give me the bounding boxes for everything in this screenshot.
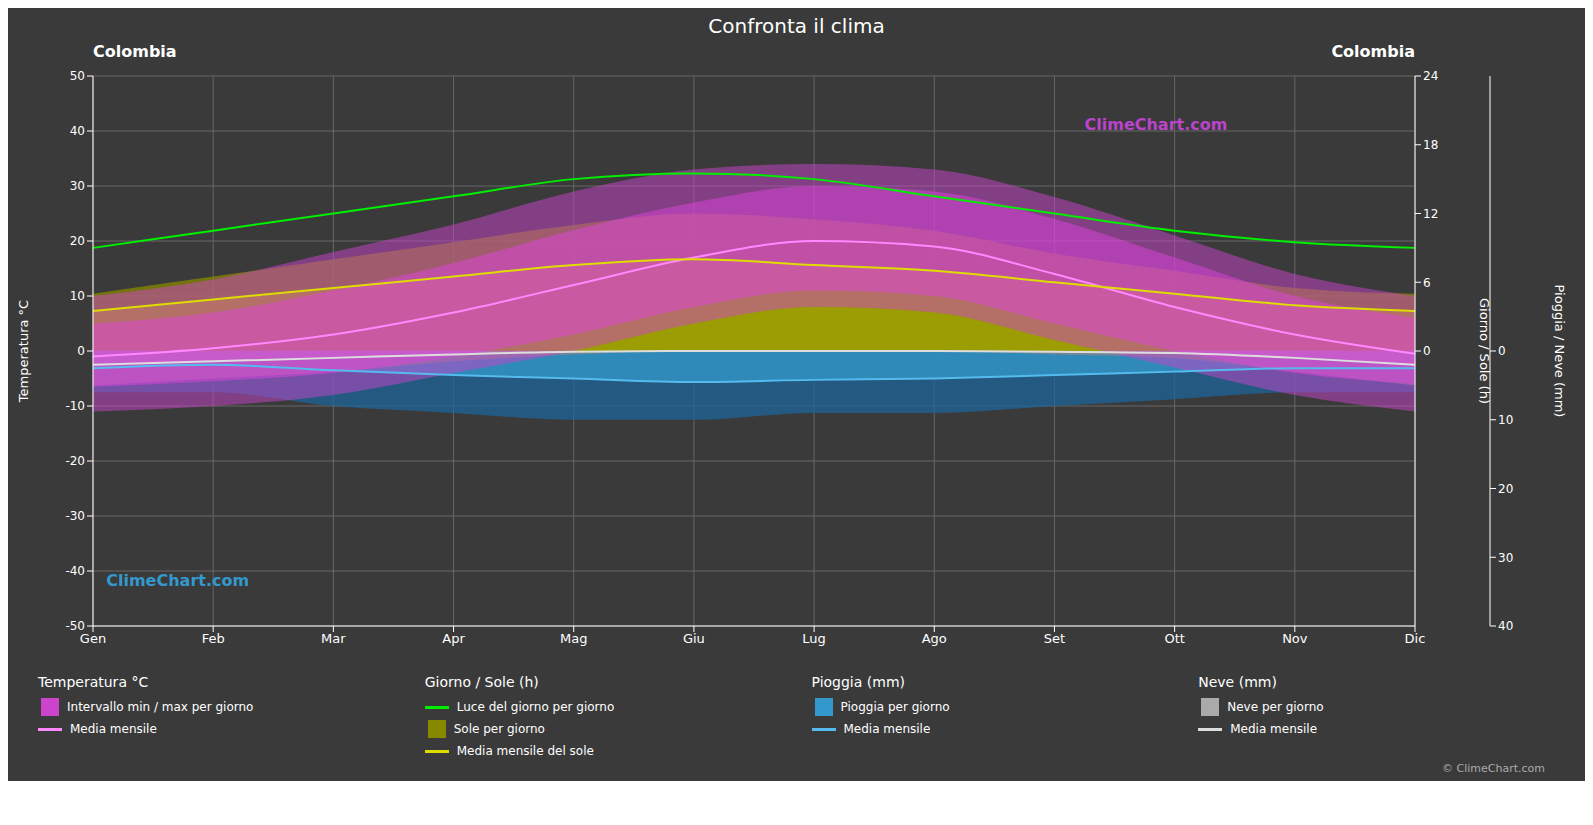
html-text:© ClimeChart.com: © ClimeChart.com [1442, 762, 1545, 775]
svg-text:20: 20 [70, 234, 85, 248]
svg-text:12: 12 [1423, 207, 1438, 221]
html-text:Temperatura °C: Temperatura °C [38, 674, 149, 690]
svg-text:Mar: Mar [321, 631, 346, 646]
html-text:Neve per giorno: Neve per giorno [1227, 700, 1324, 714]
svg-text:40: 40 [70, 124, 85, 138]
svg-text:Ago: Ago [922, 631, 947, 646]
svg-text:Gen: Gen [80, 631, 106, 646]
svg-text:Set: Set [1044, 631, 1065, 646]
html-text:Sole per giorno: Sole per giorno [453, 722, 545, 736]
svg-text:30: 30 [1498, 551, 1513, 565]
svg-text:0: 0 [1423, 344, 1431, 358]
svg-text:24: 24 [1423, 69, 1438, 83]
svg-text:Dic: Dic [1405, 631, 1426, 646]
svg-text:6: 6 [1423, 276, 1431, 290]
svg-text:Giorno / Sole (h): Giorno / Sole (h) [1477, 298, 1492, 404]
svg-text:10: 10 [1498, 413, 1513, 427]
html-text:Colombia: Colombia [93, 42, 177, 61]
svg-text:10: 10 [70, 289, 85, 303]
svg-text:Giu: Giu [683, 631, 705, 646]
html-text:Pioggia per giorno: Pioggia per giorno [840, 700, 950, 714]
html-text:Media mensile: Media mensile [1230, 722, 1318, 736]
html-text:Giorno / Sole (h): Giorno / Sole (h) [424, 674, 539, 690]
svg-text:-30: -30 [65, 509, 85, 523]
svg-text:0: 0 [77, 344, 85, 358]
svg-text:18: 18 [1423, 138, 1438, 152]
html-text:Colombia: Colombia [1331, 42, 1415, 61]
html-text:ClimeChart.com: ClimeChart.com [1084, 114, 1228, 134]
svg-text:50: 50 [70, 69, 85, 83]
svg-text:Feb: Feb [202, 631, 225, 646]
svg-text:Nov: Nov [1282, 631, 1308, 646]
svg-text:Apr: Apr [442, 631, 465, 646]
html-text:Pioggia (mm): Pioggia (mm) [811, 674, 905, 690]
svg-text:-50: -50 [65, 619, 85, 633]
svg-text:-10: -10 [65, 399, 85, 413]
html-text:Intervallo min / max per giorn: Intervallo min / max per giorno [67, 700, 254, 714]
svg-text:30: 30 [70, 179, 85, 193]
svg-text:-40: -40 [65, 564, 85, 578]
svg-text:20: 20 [1498, 482, 1513, 496]
html-text:Confronta il clima: Confronta il clima [708, 14, 885, 38]
html-text:Media mensile del sole: Media mensile del sole [456, 744, 594, 758]
html-text:Media mensile: Media mensile [843, 722, 931, 736]
svg-text:-20: -20 [65, 454, 85, 468]
svg-text:40: 40 [1498, 619, 1513, 633]
svg-text:Lug: Lug [802, 631, 826, 646]
svg-text:0: 0 [1498, 344, 1506, 358]
html-text:Luce del giorno per giorno: Luce del giorno per giorno [456, 700, 615, 714]
svg-text:Mag: Mag [560, 631, 587, 646]
svg-text:Pioggia / Neve (mm): Pioggia / Neve (mm) [1552, 285, 1567, 418]
svg-text:Ott: Ott [1164, 631, 1184, 646]
html-text:Media mensile: Media mensile [70, 722, 157, 736]
html-text:Neve (mm): Neve (mm) [1198, 674, 1277, 690]
svg-text:Temperatura °C: Temperatura °C [16, 300, 31, 403]
html-text:ClimeChart.com: ClimeChart.com [106, 571, 250, 590]
